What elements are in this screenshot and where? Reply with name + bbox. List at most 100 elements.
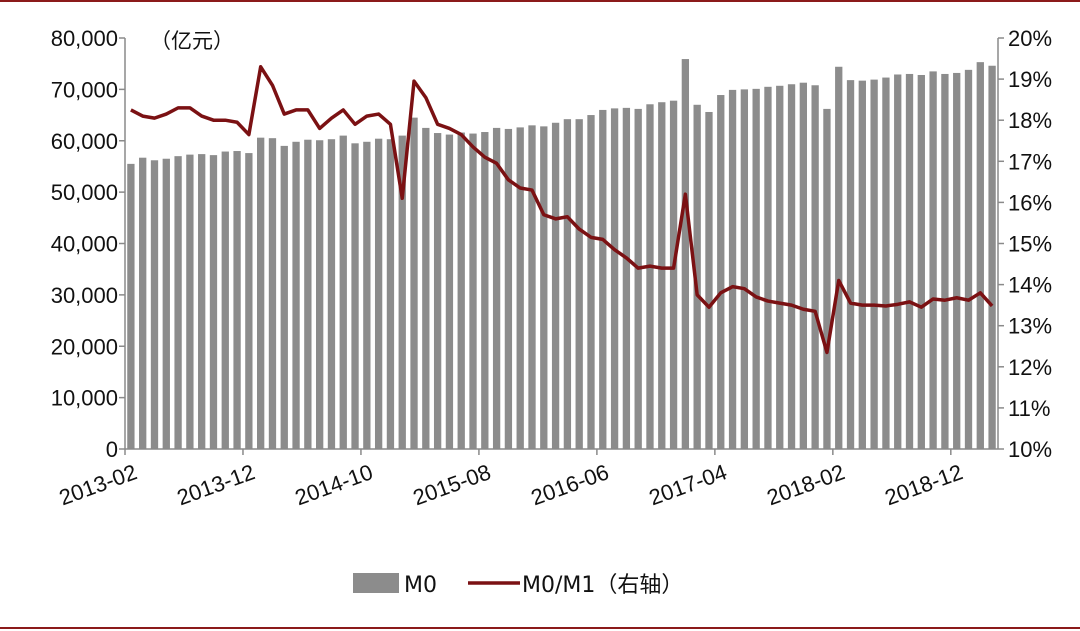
- legend-m0-swatch: [353, 573, 399, 593]
- m0-bar: [257, 137, 265, 450]
- x-axis-tick-label: 2013-02: [56, 459, 140, 510]
- x-axis-ticks: 2013-02 2013-12 2014-10 2015-08 2016-06 2017-…: [56, 449, 966, 510]
- m0-bar: [492, 127, 501, 449]
- x-axis-tick-label: 2016-06: [528, 459, 612, 510]
- legend-m0-label: M0: [404, 573, 437, 598]
- m0-bar: [964, 69, 973, 449]
- x-axis-tick-label: 2015-08: [410, 459, 494, 510]
- right-axis-tick-label: 15%: [1008, 232, 1052, 257]
- m0-bar: [599, 109, 607, 450]
- m0-bar: [941, 73, 949, 450]
- m0-bar: [280, 145, 288, 449]
- m0-bar: [728, 89, 737, 449]
- m0-bar: [575, 119, 583, 450]
- m0-bar: [669, 100, 678, 450]
- m0-bar: [127, 163, 135, 449]
- m0-bar: [445, 134, 454, 449]
- m0-bar: [752, 88, 760, 450]
- right-axis-tick-label: 12%: [1008, 355, 1052, 380]
- m0-bar: [835, 66, 843, 450]
- right-axis-tick-label: 16%: [1008, 190, 1052, 215]
- x-axis-tick-label: 2018-02: [764, 459, 848, 510]
- m0-bar: [776, 85, 784, 449]
- m0-bars: [127, 59, 996, 450]
- m0-bar: [233, 151, 241, 449]
- m0-bar: [858, 80, 866, 449]
- m0-bar: [540, 126, 548, 450]
- m0-bar: [551, 122, 560, 450]
- m0-bar: [481, 132, 489, 449]
- legend: M0 M0/M1（右轴）: [353, 573, 683, 598]
- left-axis-tick-label: 80,000: [51, 26, 118, 51]
- m0-bar: [351, 143, 359, 449]
- left-axis-ticks: 0 10,000 20,000 30,000 40,000 50,000 60,000 70,…: [51, 26, 125, 462]
- left-axis-tick-label: 70,000: [51, 77, 118, 102]
- m0-bar: [339, 135, 347, 450]
- m0-bar: [422, 127, 430, 449]
- m0-bar: [410, 117, 418, 449]
- m0-bar: [386, 139, 395, 449]
- m0-bar: [811, 85, 819, 449]
- m0-bar: [304, 139, 312, 449]
- left-axis-tick-label: 20,000: [51, 334, 118, 359]
- m0-bar: [221, 151, 229, 450]
- left-axis-tick-label: 30,000: [51, 283, 118, 308]
- m0-bar: [563, 119, 572, 450]
- right-axis-tick-label: 13%: [1008, 314, 1052, 339]
- x-axis-tick-label: 2018-12: [882, 459, 966, 510]
- m0-bar: [610, 108, 619, 449]
- m0-bar: [363, 141, 371, 449]
- left-axis-tick-label: 0: [106, 437, 118, 462]
- m0-bar: [658, 102, 666, 449]
- m0-bar: [953, 72, 961, 449]
- x-axis-tick-label: 2017-04: [646, 459, 730, 510]
- m0-bar: [504, 128, 513, 449]
- m0-bar: [198, 154, 206, 450]
- m0-bar: [327, 139, 336, 449]
- m0-m1-line: [130, 65, 994, 355]
- left-axis-tick-label: 10,000: [51, 386, 118, 411]
- legend-m0-m1-label: M0/M1（右轴）: [522, 573, 683, 598]
- m0-bar: [787, 84, 796, 450]
- m0-bar: [846, 80, 855, 449]
- m0-bar: [622, 107, 631, 450]
- m0-bar: [139, 157, 147, 449]
- right-axis-tick-label: 11%: [1008, 396, 1050, 421]
- m0-bar: [209, 155, 218, 449]
- m0-bar: [764, 86, 772, 449]
- right-axis-tick-label: 14%: [1008, 273, 1052, 298]
- m0-bar: [150, 160, 159, 449]
- m0-bar: [174, 156, 182, 449]
- right-axis-tick-label: 20%: [1008, 26, 1052, 51]
- m0-bar: [469, 133, 477, 449]
- left-axis-tick-label: 50,000: [51, 180, 118, 205]
- left-axis-tick-label: 40,000: [51, 232, 118, 257]
- right-axis-tick-label: 19%: [1008, 67, 1052, 92]
- m0-m1-series-line: [130, 65, 994, 355]
- m0-bar: [693, 104, 701, 449]
- m0-bar: [740, 89, 749, 450]
- m0-bar: [823, 108, 831, 450]
- m0-bar: [634, 108, 642, 450]
- m0-bar: [516, 127, 524, 449]
- m0-bar: [705, 111, 713, 449]
- x-axis-tick-label: 2013-12: [174, 459, 258, 510]
- m0-bar: [799, 82, 807, 449]
- m0-bar: [398, 135, 406, 450]
- m0-bar: [457, 132, 465, 449]
- m0-bar: [528, 125, 536, 449]
- m0-bar: [374, 138, 383, 449]
- m0-bar: [292, 141, 300, 449]
- m0-bar: [162, 158, 170, 450]
- m0-bar: [646, 104, 654, 450]
- right-axis-tick-label: 10%: [1008, 437, 1052, 462]
- m0-bar: [186, 154, 194, 449]
- m0-bar: [894, 74, 902, 449]
- m0-bar: [587, 115, 595, 449]
- right-axis-tick-label: 17%: [1008, 149, 1052, 174]
- x-axis-tick-label: 2014-10: [292, 459, 376, 510]
- m0-bar: [976, 62, 984, 450]
- right-axis-ticks: 10% 11% 12% 13% 14% 15% 16% 17% 18% 19% 20%: [998, 26, 1052, 462]
